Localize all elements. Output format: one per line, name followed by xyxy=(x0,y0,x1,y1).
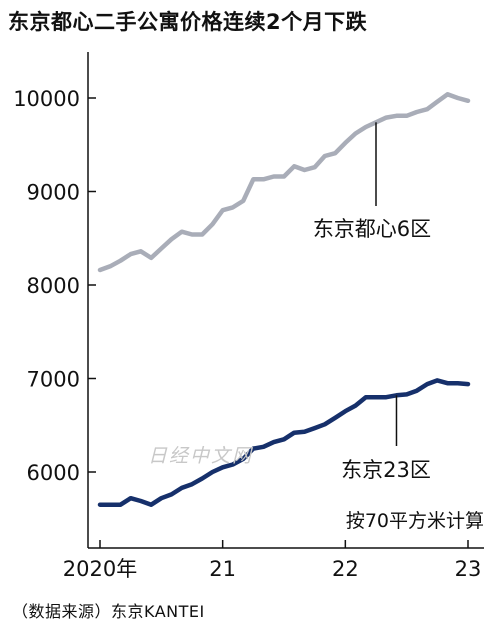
series-lines xyxy=(97,92,471,507)
watermark: 日经中文网 xyxy=(148,445,254,467)
source-note: （数据来源）东京KANTEI xyxy=(12,602,205,621)
x-tick-label: 21 xyxy=(209,557,236,581)
y-tick-label: 8000 xyxy=(27,274,80,298)
unit-note: 按70平方米计算 xyxy=(346,510,484,532)
chart-title: 东京都心二手公寓价格连续2个月下跌 xyxy=(8,10,368,34)
y-tick-label: 7000 xyxy=(27,368,80,392)
x-tick-label: 2020年 xyxy=(63,557,137,581)
y-tick-label: 9000 xyxy=(27,181,80,205)
x-tick-label: 23 xyxy=(455,557,482,581)
y-tick-label: 6000 xyxy=(27,461,80,485)
series-label: 东京都心6区 xyxy=(313,217,431,241)
x-tick-label: 22 xyxy=(332,557,359,581)
series-line-1 xyxy=(97,92,471,273)
axis-ticks: 6000 7000 8000 9000 10000 2020年 21 22 23 xyxy=(13,87,481,581)
series-label: 东京23区 xyxy=(341,458,431,482)
y-tick-label: 10000 xyxy=(13,87,80,111)
chart-axes xyxy=(87,52,484,549)
series-line-2 xyxy=(97,378,471,507)
